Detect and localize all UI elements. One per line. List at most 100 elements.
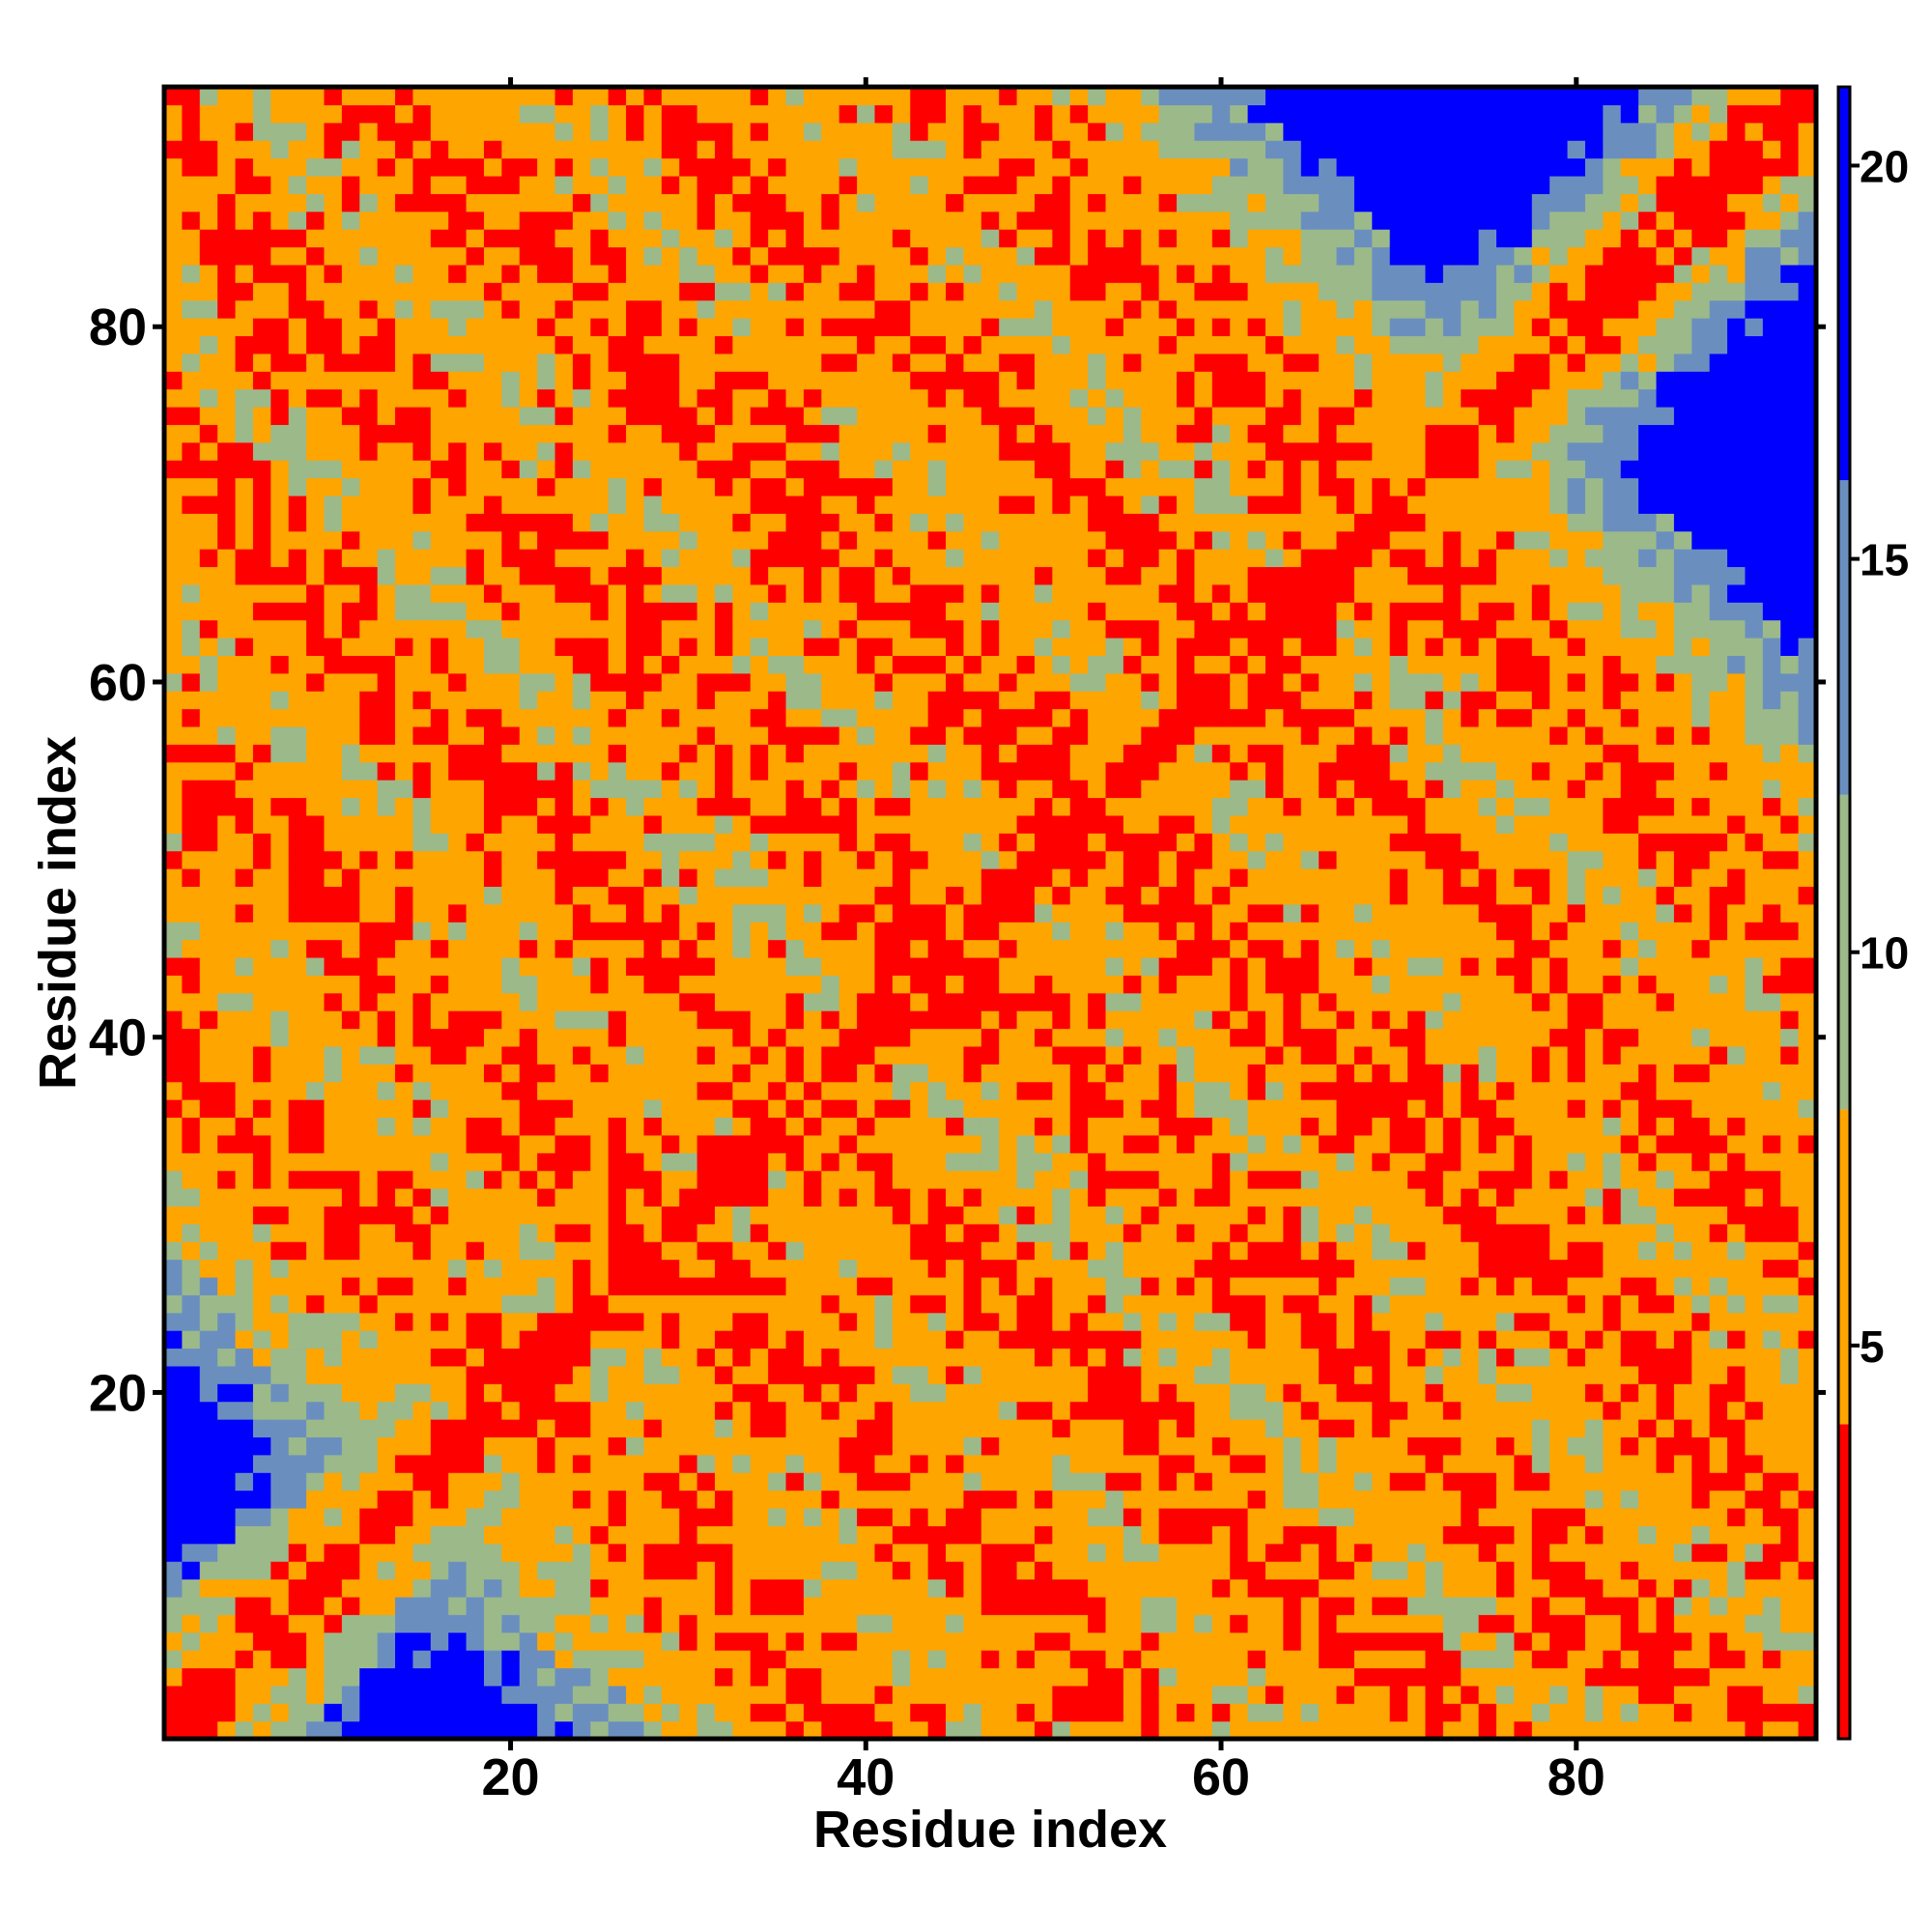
heatmap-cell <box>182 1490 201 1509</box>
heatmap-cell <box>910 229 929 248</box>
heatmap-cell <box>1034 1348 1053 1367</box>
heatmap-cell <box>768 460 787 479</box>
heatmap-cell <box>626 513 645 532</box>
heatmap-cell <box>696 549 716 568</box>
heatmap-cell <box>732 122 752 141</box>
heatmap-cell <box>412 903 432 923</box>
heatmap-cell <box>572 211 591 230</box>
heatmap-cell <box>980 211 1000 230</box>
heatmap-cell <box>572 708 591 727</box>
heatmap-cell <box>199 1401 218 1420</box>
heatmap-cell <box>306 318 326 337</box>
heatmap-cell <box>732 282 752 301</box>
heatmap-cell <box>927 814 947 834</box>
heatmap-cell <box>643 638 663 656</box>
heatmap-cell <box>608 1028 627 1047</box>
heatmap-cell <box>679 441 698 461</box>
heatmap-cell <box>1088 886 1107 905</box>
heatmap-cell <box>1052 246 1071 266</box>
heatmap-cell <box>821 388 840 408</box>
heatmap-cell <box>288 1614 307 1634</box>
heatmap-cell <box>910 744 929 763</box>
heatmap-cell <box>785 1596 805 1615</box>
heatmap-cell <box>946 1312 965 1331</box>
heatmap-cell <box>199 814 218 834</box>
heatmap-cell <box>626 1206 645 1225</box>
heatmap-cell <box>199 1667 218 1687</box>
heatmap-cell <box>768 583 787 603</box>
heatmap-cell <box>643 1259 663 1278</box>
heatmap-cell <box>554 1348 574 1367</box>
heatmap-cell <box>999 1152 1018 1172</box>
heatmap-cell <box>803 299 822 319</box>
heatmap-cell <box>715 1401 733 1420</box>
heatmap-cell <box>768 1348 787 1367</box>
heatmap-cell <box>270 1312 290 1331</box>
heatmap-cell <box>750 1703 769 1722</box>
heatmap-cell <box>892 691 911 710</box>
heatmap-cell <box>199 922 218 941</box>
heatmap-cell <box>963 353 982 372</box>
heatmap-cell <box>483 1703 502 1722</box>
heatmap-cell <box>395 655 414 674</box>
heatmap-cell <box>679 1028 698 1047</box>
heatmap-cell <box>537 335 556 355</box>
heatmap-cell <box>626 1330 645 1350</box>
heatmap-cell <box>1069 814 1089 834</box>
heatmap-cell <box>483 602 502 621</box>
heatmap-cell <box>1034 229 1053 248</box>
heatmap-cell <box>980 1507 1000 1526</box>
heatmap-cell <box>910 1632 929 1651</box>
heatmap-cell <box>519 175 538 194</box>
heatmap-cell <box>288 956 307 976</box>
heatmap-cell <box>164 1507 183 1526</box>
heatmap-cell <box>306 922 326 941</box>
heatmap-cell <box>483 922 502 941</box>
heatmap-cell <box>590 975 610 994</box>
heatmap-cell <box>626 530 645 550</box>
heatmap-cell <box>785 691 805 710</box>
heatmap-cell <box>412 1241 432 1261</box>
heatmap-cell <box>324 1081 343 1100</box>
heatmap-cell <box>501 1294 521 1314</box>
heatmap-cell <box>448 1596 468 1615</box>
heatmap-cell <box>217 1259 237 1278</box>
heatmap-cell <box>324 992 343 1011</box>
heatmap-cell <box>466 299 485 319</box>
heatmap-cell <box>1034 655 1053 674</box>
heatmap-cell <box>857 353 876 372</box>
heatmap-cell <box>910 1703 929 1722</box>
heatmap-cell <box>696 1294 716 1314</box>
heatmap-cell <box>626 371 645 390</box>
heatmap-cell <box>519 1561 538 1580</box>
heatmap-cell <box>1052 441 1071 461</box>
heatmap-cell <box>554 1276 574 1295</box>
heatmap-cell <box>324 1152 343 1172</box>
heatmap-cell <box>341 992 360 1011</box>
heatmap-cell <box>1052 1578 1071 1598</box>
heatmap-cell <box>946 1152 965 1172</box>
heatmap-cell <box>199 1188 218 1207</box>
heatmap-cell <box>430 566 449 585</box>
heatmap-cell <box>466 1099 485 1119</box>
heatmap-cell <box>466 530 485 550</box>
heatmap-cell <box>1105 761 1124 781</box>
heatmap-cell <box>696 1401 716 1420</box>
heatmap-cell <box>288 1454 307 1473</box>
heatmap-cell <box>235 1081 254 1100</box>
heatmap-cell <box>732 353 752 372</box>
heatmap-cell <box>412 335 432 355</box>
heatmap-cell <box>1016 388 1036 408</box>
heatmap-cell <box>430 1312 449 1331</box>
heatmap-cell <box>626 725 645 745</box>
heatmap-cell <box>395 282 414 301</box>
heatmap-cell <box>1069 530 1089 550</box>
heatmap-cell <box>572 530 591 550</box>
heatmap-cell <box>785 1454 805 1473</box>
heatmap-cell <box>182 691 201 710</box>
heatmap-cell <box>803 1010 822 1030</box>
heatmap-cell <box>252 513 271 532</box>
heatmap-cell <box>341 868 360 888</box>
heatmap-cell <box>448 229 468 248</box>
heatmap-cell <box>430 1720 449 1740</box>
